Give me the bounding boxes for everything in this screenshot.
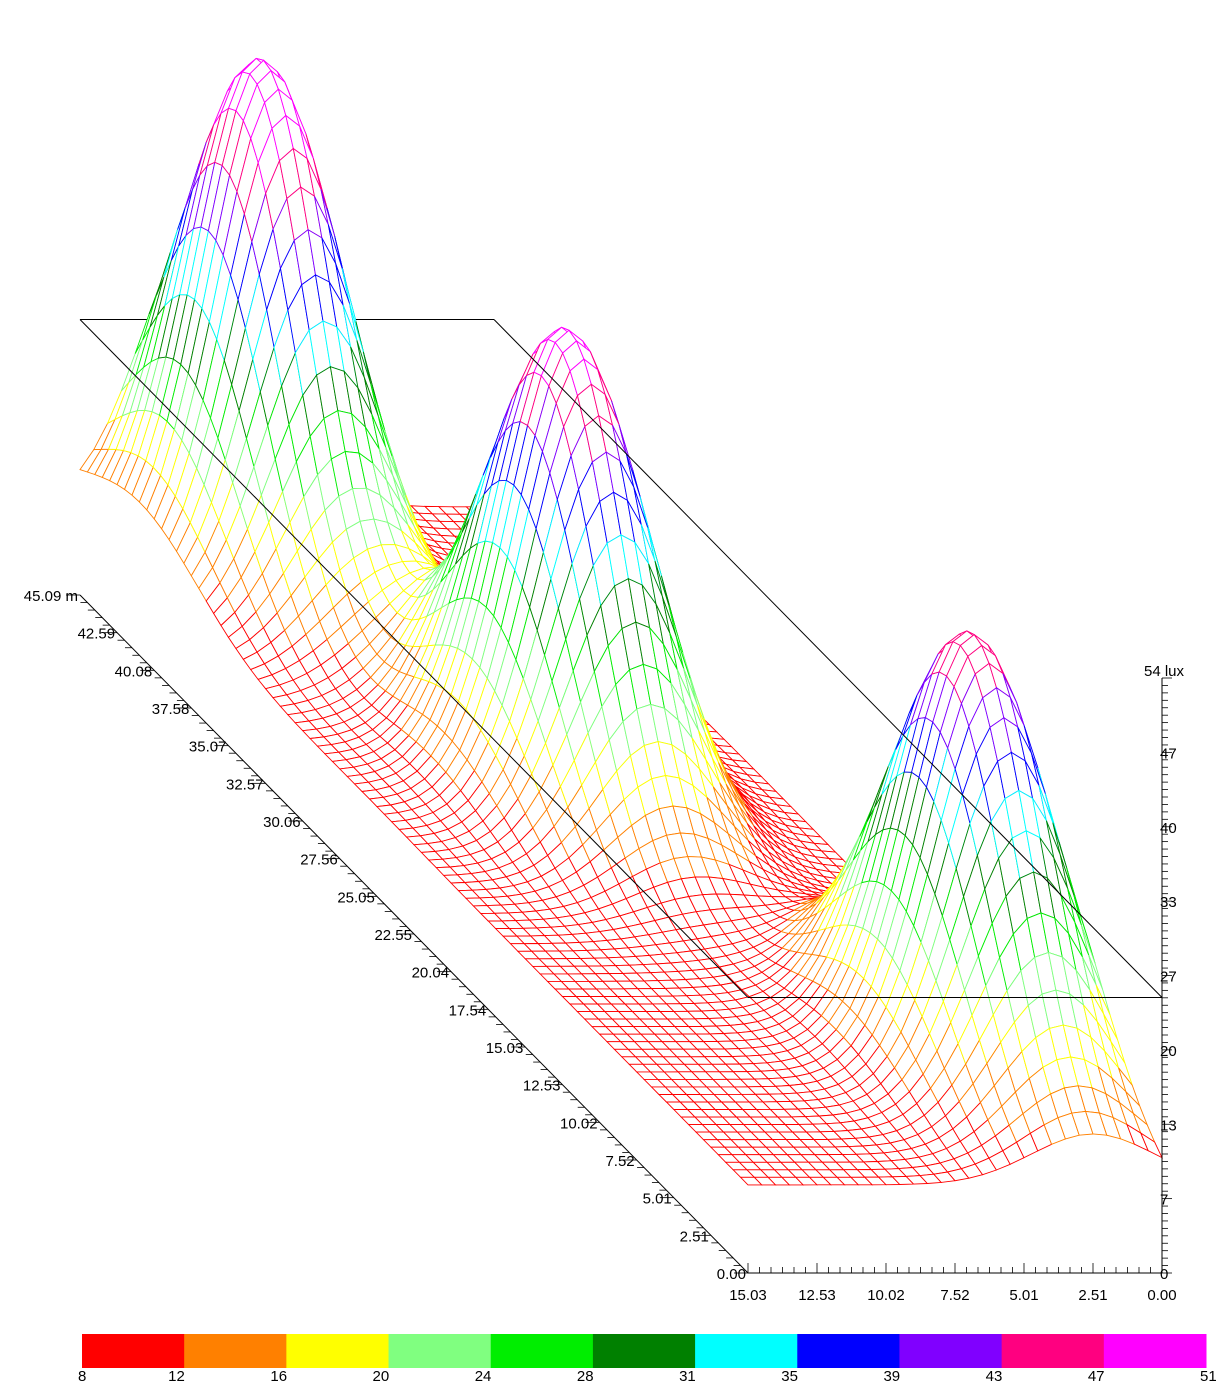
depth-axis-tick-label: 22.55 <box>374 927 412 944</box>
colorbar-segment <box>899 1334 1003 1368</box>
surface-cell <box>1139 1131 1163 1159</box>
depth-axis-tick-label: 17.54 <box>449 1002 487 1019</box>
depth-axis-tick-label: 32.57 <box>226 776 264 793</box>
colorbar-label: 8 <box>78 1368 86 1385</box>
reference-plane-left-edge <box>79 319 749 998</box>
z-axis-tick-label: 27 <box>1160 969 1177 986</box>
depth-axis-tick-label: 0.00 <box>717 1266 746 1283</box>
colorbar: 8 12 16 20 24 28 31 35 39 43 47 51 <box>78 1334 1216 1385</box>
colorbar-label: 35 <box>781 1368 798 1385</box>
reference-plane-right-edge <box>493 319 1163 998</box>
depth-axis-tick-label: 10.02 <box>560 1115 598 1132</box>
colorbar-segment <box>797 1334 900 1368</box>
z-axis-tick-label: 40 <box>1160 820 1177 837</box>
z-axis-tick-label: 47 <box>1160 745 1177 762</box>
depth-axis-tick-label: 37.58 <box>152 701 190 718</box>
colorbar-segment <box>388 1334 492 1368</box>
colorbar-label: 47 <box>1088 1368 1105 1385</box>
axes: 0.00 2.51 5.01 7.52 10.02 12.53 15.03 17.54 20.0… <box>24 588 1185 1304</box>
colorbar-segment <box>82 1334 185 1368</box>
width-axis-tick-label: 15.03 <box>729 1287 767 1304</box>
width-axis-tick-label: 0.00 <box>1147 1287 1176 1304</box>
width-axis-tick-label: 12.53 <box>798 1287 836 1304</box>
z-axis-tick-label: 0 <box>1160 1266 1168 1283</box>
colorbar-segment <box>1001 1334 1105 1368</box>
z-axis-tick-label: 20 <box>1160 1043 1177 1060</box>
depth-axis-tick-label: 2.51 <box>680 1228 709 1245</box>
colorbar-segment <box>490 1334 594 1368</box>
depth-axis-tick-label: 30.06 <box>263 814 301 831</box>
colorbar-segment <box>184 1334 287 1368</box>
width-axis-tick-label: 2.51 <box>1078 1287 1107 1304</box>
depth-axis-tick-label: 40.08 <box>115 663 153 680</box>
colorbar-label: 16 <box>270 1368 287 1385</box>
colorbar-label: 39 <box>883 1368 900 1385</box>
depth-axis-tick-label: 27.56 <box>300 852 338 869</box>
width-axis-tick-label: 7.52 <box>940 1287 969 1304</box>
depth-axis-tick-label: 35.07 <box>189 739 227 756</box>
reference-plane-front <box>79 319 1163 999</box>
depth-axis-tick-label: 15.03 <box>486 1040 524 1057</box>
colorbar-label: 43 <box>986 1368 1003 1385</box>
depth-axis-tick-label: 25.05 <box>337 889 375 906</box>
colorbar-label: 20 <box>373 1368 390 1385</box>
colorbar-label: 28 <box>577 1368 594 1385</box>
width-axis-tick-label: 10.02 <box>867 1287 905 1304</box>
depth-axis-tick-label: 7.52 <box>605 1153 634 1170</box>
colorbar-label: 51 <box>1200 1368 1216 1385</box>
z-axis-unit-label: 54 lux <box>1144 663 1185 680</box>
z-axis-tick-label: 13 <box>1160 1117 1177 1134</box>
depth-axis-tick-label: 42.59 <box>78 626 116 643</box>
colorbar-label: 31 <box>679 1368 696 1385</box>
width-axis-tick-label: 5.01 <box>1009 1287 1038 1304</box>
colorbar-segment <box>286 1334 390 1368</box>
surface-mesh <box>79 57 1163 1186</box>
z-axis-tick-label: 33 <box>1160 894 1177 911</box>
z-axis-tick-label: 7 <box>1160 1192 1168 1209</box>
depth-axis-tick-label: 45.09 m <box>24 588 78 605</box>
colorbar-segment <box>1103 1334 1207 1368</box>
colorbar-label: 24 <box>475 1368 492 1385</box>
colorbar-label: 12 <box>168 1368 185 1385</box>
depth-axis-tick-label: 12.53 <box>523 1078 561 1095</box>
colorbar-segment <box>592 1334 696 1368</box>
depth-axis-tick-label: 5.01 <box>643 1191 672 1208</box>
depth-axis-tick-label: 20.04 <box>412 965 450 982</box>
colorbar-segment <box>695 1334 798 1368</box>
